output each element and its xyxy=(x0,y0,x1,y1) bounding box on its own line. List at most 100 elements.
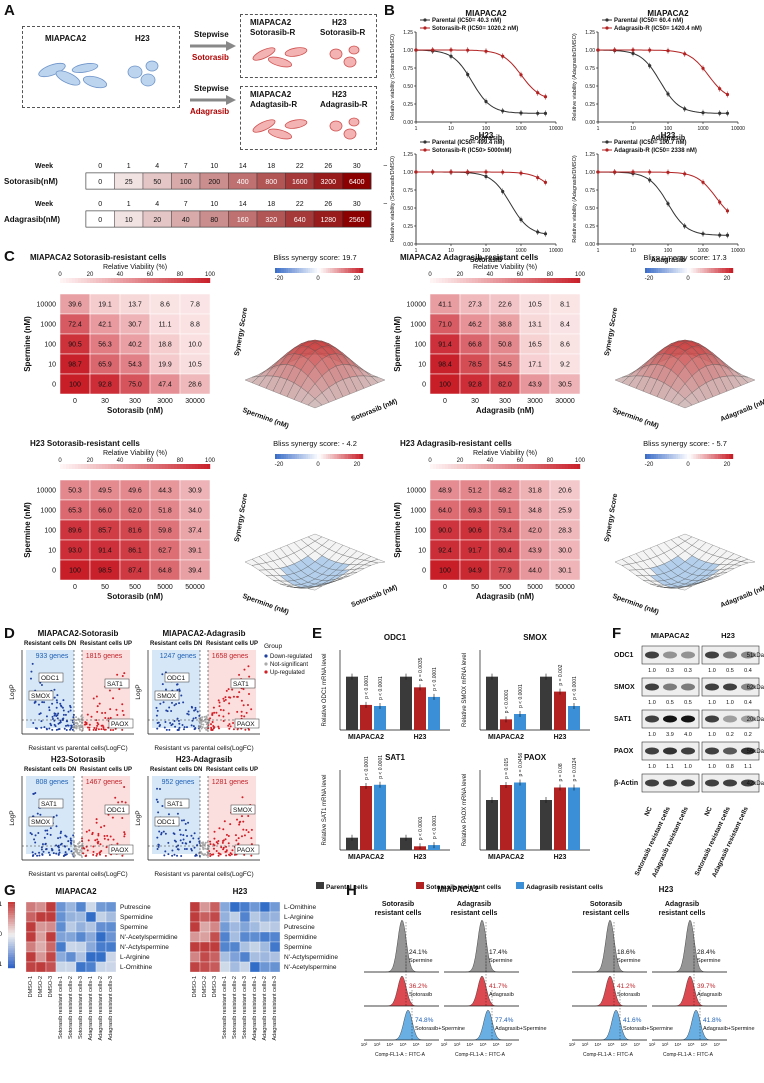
x-tick-label: 10 xyxy=(630,126,636,132)
gene-point xyxy=(95,818,98,821)
gene-point xyxy=(164,721,167,724)
color-tick: 60 xyxy=(517,458,524,464)
bliss-bar-seg xyxy=(354,268,357,273)
color-bar-seg xyxy=(135,278,139,283)
heatmap-value: 10.5 xyxy=(528,302,542,309)
color-tick: 20 xyxy=(457,458,464,464)
gene-point xyxy=(62,713,65,716)
metabolite-cell xyxy=(105,921,117,933)
legend-entry: Parental (IC50= 499.4 nM) xyxy=(432,140,505,146)
bliss-bar-seg xyxy=(713,454,716,459)
gene-point xyxy=(185,842,188,845)
blot-band xyxy=(681,715,695,723)
y-tick-label: 0.00 xyxy=(585,120,595,126)
heatmap-value: 92.4 xyxy=(438,548,452,555)
flow-tick: 10⁵ xyxy=(400,1042,407,1047)
gene-point xyxy=(235,839,238,842)
gene-point xyxy=(210,723,213,726)
dn-count: 1247 genes xyxy=(160,653,197,660)
color-bar-seg xyxy=(174,278,178,283)
gene-point xyxy=(222,709,225,712)
gene-point xyxy=(236,728,239,731)
panel-d-label: D xyxy=(4,625,15,642)
x-tick-label: 10 xyxy=(630,248,636,254)
gene-point xyxy=(66,724,69,727)
quant-value: 0.3 xyxy=(666,668,674,674)
gene-point xyxy=(59,836,62,839)
blot-band xyxy=(681,779,695,787)
gene-point xyxy=(109,835,112,838)
color-bar-seg xyxy=(481,278,485,283)
gene-point xyxy=(228,696,231,699)
color-bar-seg xyxy=(132,464,136,469)
gene-point xyxy=(178,689,181,692)
color-bar-seg xyxy=(207,464,211,469)
heatmap-value: 40.2 xyxy=(128,342,142,349)
gene-point xyxy=(72,834,75,837)
gene-point xyxy=(51,702,54,705)
gene-box xyxy=(234,844,260,855)
gene-point xyxy=(247,728,250,731)
gene-point xyxy=(180,854,183,857)
metabolite-name: Spermine xyxy=(284,944,312,951)
y-axis-label: LogP xyxy=(9,810,16,825)
bliss-bar-seg xyxy=(343,454,346,459)
ns-point xyxy=(199,841,202,844)
gene-point xyxy=(250,828,253,831)
gene-point xyxy=(155,706,158,709)
x-tick-label: 100 xyxy=(482,126,491,132)
metabolite-cell xyxy=(259,901,271,913)
protein-label: PAOX xyxy=(614,748,634,755)
gene-point xyxy=(104,728,107,731)
heatmap-value: 28.3 xyxy=(558,528,572,535)
chart-title: H23 xyxy=(479,131,494,140)
metabolite-cell xyxy=(229,911,241,923)
legend-marker xyxy=(423,18,427,22)
metabolite-cell xyxy=(229,921,241,933)
bliss-bar-seg xyxy=(275,268,278,273)
parental-box xyxy=(22,26,180,108)
gene-point xyxy=(104,717,107,720)
metabolite-name: Putrescine xyxy=(120,904,151,911)
ns-point xyxy=(77,717,80,720)
week-tick: 0 xyxy=(98,163,102,170)
y-tick-label: 10000 xyxy=(407,488,427,495)
gene-point xyxy=(66,720,69,723)
metabolite-cell xyxy=(219,911,231,923)
group-label: MIAPACA2 xyxy=(348,734,384,741)
bliss-bar-seg xyxy=(277,454,280,459)
gene-point xyxy=(43,701,46,704)
gene-point xyxy=(38,851,41,854)
x-tick-label: 10000 xyxy=(549,126,563,132)
up-count: 1281 genes xyxy=(212,779,249,786)
heatmap-value: 69.3 xyxy=(468,508,482,515)
ns-point xyxy=(75,727,78,730)
gene-point xyxy=(95,719,98,722)
gene-point xyxy=(193,846,196,849)
gene-point xyxy=(212,706,215,709)
gene-point xyxy=(207,727,210,730)
legend-entry: Parental (IC50= 40.3 nM) xyxy=(432,18,501,24)
bliss-bar-seg xyxy=(349,454,353,459)
y-tick-label: 10 xyxy=(48,548,56,555)
gene-point xyxy=(157,845,160,848)
heatmap-value: 54.5 xyxy=(498,362,512,369)
color-bar-seg xyxy=(529,464,533,469)
gene-point xyxy=(158,830,161,833)
gene-point xyxy=(156,836,159,839)
bliss-bar-seg xyxy=(730,268,734,273)
bliss-bar-seg xyxy=(297,454,300,459)
gene-point xyxy=(95,821,98,824)
bliss-bar-seg xyxy=(283,454,287,459)
flow-percent: 77.4% xyxy=(495,1017,514,1024)
scale-seg xyxy=(8,961,15,964)
x-tick-label: 0 xyxy=(73,398,77,405)
metabolite-cell xyxy=(55,911,67,923)
metabolite-cell xyxy=(269,931,281,943)
x-tick-label: 300 xyxy=(499,398,511,405)
gene-point xyxy=(221,841,224,844)
col-head: resistant cells xyxy=(659,910,706,917)
gene-point xyxy=(193,832,196,835)
dose-value: 1600 xyxy=(292,179,308,186)
bliss-bar-seg xyxy=(680,454,683,459)
